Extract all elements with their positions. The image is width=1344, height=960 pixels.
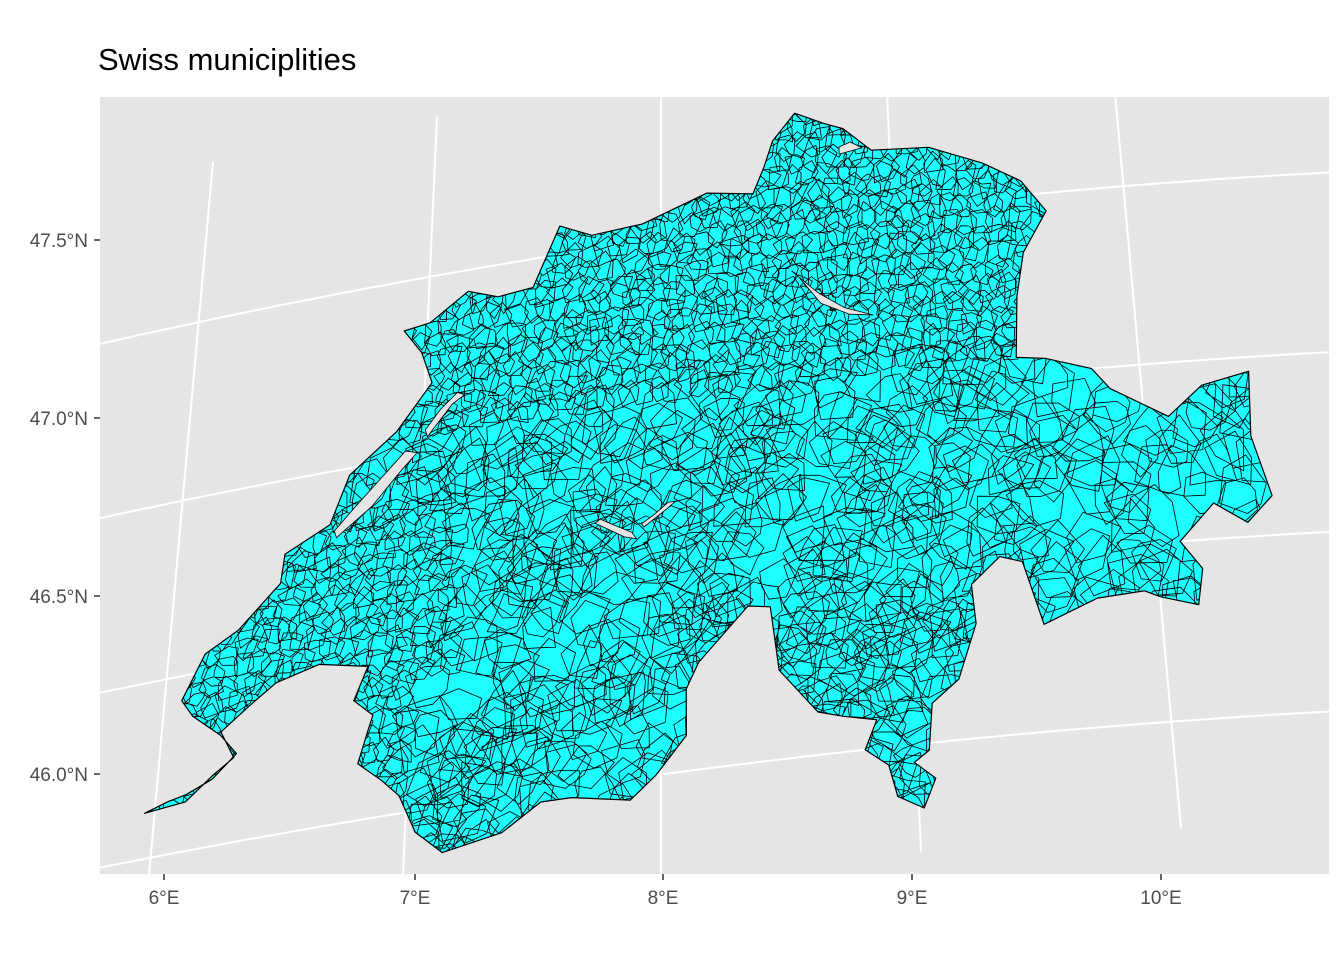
parallel-line: [100, 710, 1329, 869]
lake: [838, 141, 864, 155]
country-border: [144, 112, 1273, 854]
x-tick-label: 8°E: [648, 888, 679, 909]
axes: 6°E 7°E 8°E 9°E 10°E 46.0°N 46.5°N 47.0°N 47.5°N: [30, 231, 1182, 909]
x-tick-label: 9°E: [897, 888, 928, 909]
lake: [640, 500, 677, 528]
y-tick-label: 47.0°N: [30, 409, 88, 430]
country-fill: [144, 113, 1273, 853]
lake: [594, 518, 638, 540]
x-tick-label: 6°E: [149, 888, 180, 909]
y-tick-label: 46.5°N: [30, 587, 88, 608]
meridian-line: [148, 161, 214, 874]
x-tick-label: 10°E: [1140, 888, 1181, 909]
lake: [791, 270, 874, 316]
lake: [424, 391, 466, 438]
lake: [333, 450, 419, 539]
x-tick-label: 7°E: [400, 888, 431, 909]
y-tick-label: 46.0°N: [30, 765, 88, 786]
chart-title: Swiss municiplities: [98, 42, 357, 77]
y-tick-label: 47.5°N: [30, 231, 88, 252]
